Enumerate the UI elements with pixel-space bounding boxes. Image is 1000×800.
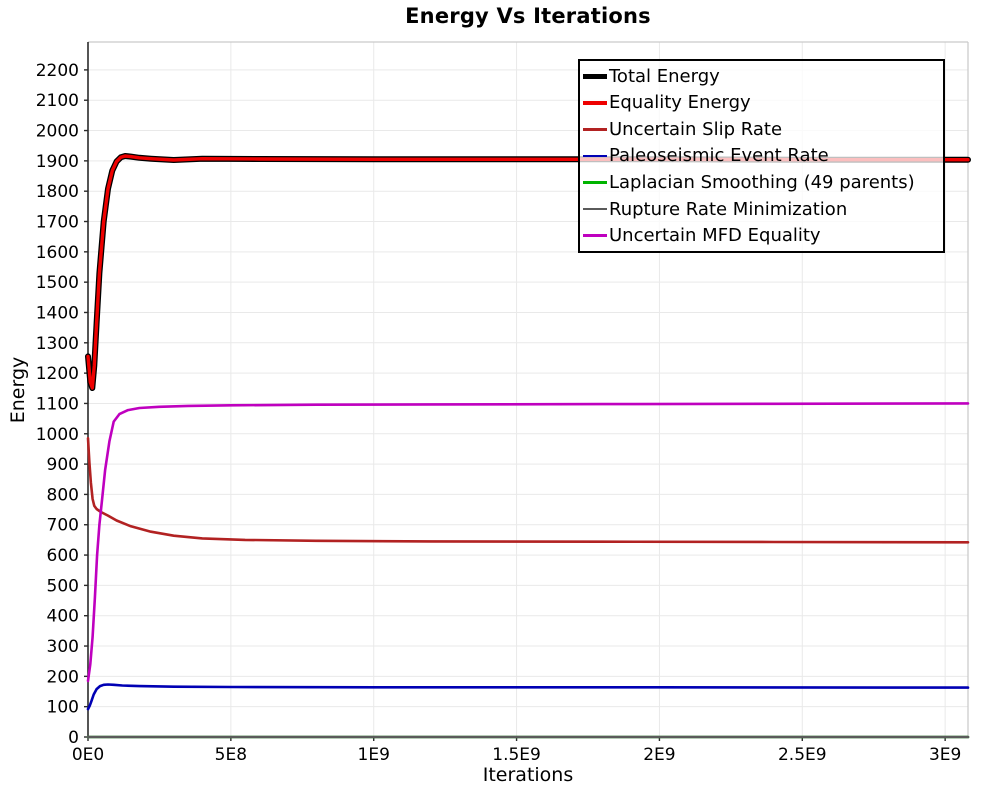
y-tick-label: 1000 [36, 425, 79, 445]
y-tick-label: 300 [47, 637, 79, 657]
legend-item-equality-energy: Equality Energy [583, 90, 941, 115]
y-tick-label: 1100 [36, 394, 79, 414]
series-line-equality-energy [86, 154, 970, 390]
series-line-paleoseismic-event-rate [86, 683, 970, 711]
legend-label-total-energy: Total Energy [609, 65, 720, 87]
y-tick-label: 0 [68, 728, 79, 748]
x-tick-label: 1E9 [358, 745, 390, 765]
y-tick-label: 500 [47, 576, 79, 596]
legend-label-rupture-rate-minimization: Rupture Rate Minimization [609, 198, 848, 220]
legend-swatch-rupture-rate-minimization [583, 207, 607, 211]
y-tick-label: 1400 [36, 303, 79, 323]
legend-label-uncertain-mfd-equality: Uncertain MFD Equality [609, 225, 821, 247]
y-tick-label: 100 [47, 698, 79, 718]
legend-swatch-laplacian-smoothing-49-parents [583, 181, 607, 184]
y-tick-label: 1600 [36, 243, 79, 263]
legend-swatch-uncertain-mfd-equality [583, 234, 607, 237]
y-tick-label: 2100 [36, 91, 79, 111]
y-tick-label: 1500 [36, 273, 79, 293]
y-tick-label: 2200 [36, 61, 79, 81]
y-tick-label: 1200 [36, 364, 79, 384]
y-tick-label: 1700 [36, 213, 79, 233]
x-tick-label: 2E9 [643, 745, 675, 765]
legend-swatch-equality-energy [583, 100, 607, 105]
legend: Total Energy Equality Energy Uncertain Sli… [578, 59, 945, 253]
legend-swatch-paleoseismic-event-rate [583, 154, 607, 158]
legend-item-uncertain-mfd-equality: Uncertain MFD Equality [583, 223, 941, 248]
x-axis-label: Iterations [482, 764, 574, 786]
x-tick-label: 5E8 [215, 745, 247, 765]
legend-label-paleoseismic-event-rate: Paleoseismic Event Rate [609, 145, 829, 167]
y-tick-label: 400 [47, 607, 79, 627]
series-line-uncertain-mfd-equality [86, 402, 970, 683]
y-tick-label: 600 [47, 546, 79, 566]
y-tick-label: 700 [47, 516, 79, 536]
legend-label-laplacian-smoothing-49-parents: Laplacian Smoothing (49 parents) [609, 172, 915, 194]
legend-label-equality-energy: Equality Energy [609, 92, 751, 114]
legend-swatch-uncertain-slip-rate [583, 128, 607, 131]
y-tick-label: 1800 [36, 182, 79, 202]
y-tick-label: 1900 [36, 152, 79, 172]
legend-item-uncertain-slip-rate: Uncertain Slip Rate [583, 117, 941, 142]
y-tick-label: 2000 [36, 122, 79, 142]
legend-item-paleoseismic-event-rate: Paleoseismic Event Rate [583, 143, 941, 168]
x-tick-label: 3E9 [929, 745, 961, 765]
legend-label-uncertain-slip-rate: Uncertain Slip Rate [609, 118, 783, 140]
legend-item-laplacian-smoothing-49-parents: Laplacian Smoothing (49 parents) [583, 170, 941, 195]
x-tick-label: 0E0 [72, 745, 104, 765]
legend-swatch-total-energy [583, 73, 607, 79]
y-tick-label: 200 [47, 667, 79, 687]
chart-title: Energy Vs Iterations [405, 4, 651, 28]
y-tick-label: 800 [47, 485, 79, 505]
x-tick-label: 1.5E9 [492, 745, 541, 765]
legend-item-rupture-rate-minimization: Rupture Rate Minimization [583, 197, 941, 222]
y-tick-label: 900 [47, 455, 79, 475]
series-line-uncertain-slip-rate [86, 437, 970, 544]
y-tick-label: 1300 [36, 334, 79, 354]
x-tick-label: 2.5E9 [778, 745, 827, 765]
legend-item-total-energy: Total Energy [583, 64, 941, 89]
